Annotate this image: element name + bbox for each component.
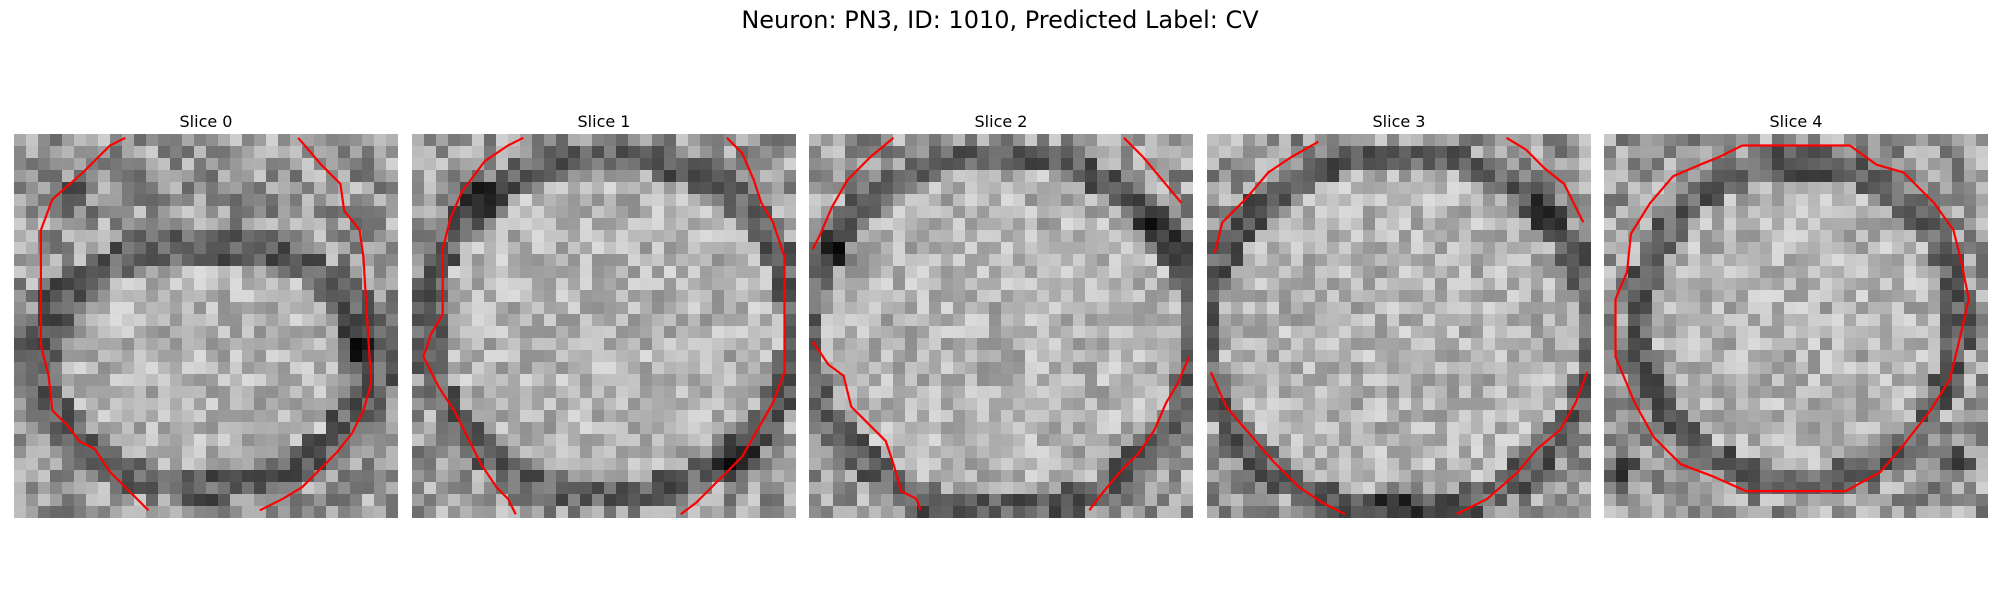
segmentation-contour	[1123, 137, 1183, 204]
segmentation-contour	[1088, 356, 1191, 511]
segmentation-contour	[1505, 136, 1585, 223]
slice-image	[1207, 134, 1591, 518]
slice-image	[412, 134, 796, 518]
pixel-grid	[14, 134, 398, 518]
slice-image	[809, 134, 1193, 518]
pixel-grid	[1207, 134, 1591, 518]
slice-title: Slice 4	[1769, 112, 1823, 131]
slice-title: Slice 1	[577, 112, 631, 131]
slice-title: Slice 3	[1372, 112, 1426, 131]
slice-image	[14, 134, 398, 518]
segmentation-contour	[1614, 144, 1970, 493]
pixel-grid	[1604, 134, 1988, 518]
pixel-grid	[809, 134, 1193, 518]
segmentation-contour	[811, 136, 895, 250]
slice-image	[1604, 134, 1988, 518]
segmentation-contour	[39, 136, 150, 512]
segmentation-contour	[1213, 140, 1319, 254]
segmentation-contour	[1209, 371, 1346, 516]
segmentation-contour	[811, 340, 922, 511]
figure-title: Neuron: PN3, ID: 1010, Predicted Label: …	[741, 6, 1259, 34]
slice-title: Slice 2	[974, 112, 1028, 131]
segmentation-contour	[259, 137, 373, 512]
segmentation-contour	[1456, 371, 1589, 516]
segmentation-contour	[680, 137, 786, 516]
slice-title: Slice 0	[179, 112, 233, 131]
segmentation-contour	[422, 136, 524, 515]
pixel-grid	[412, 134, 796, 518]
